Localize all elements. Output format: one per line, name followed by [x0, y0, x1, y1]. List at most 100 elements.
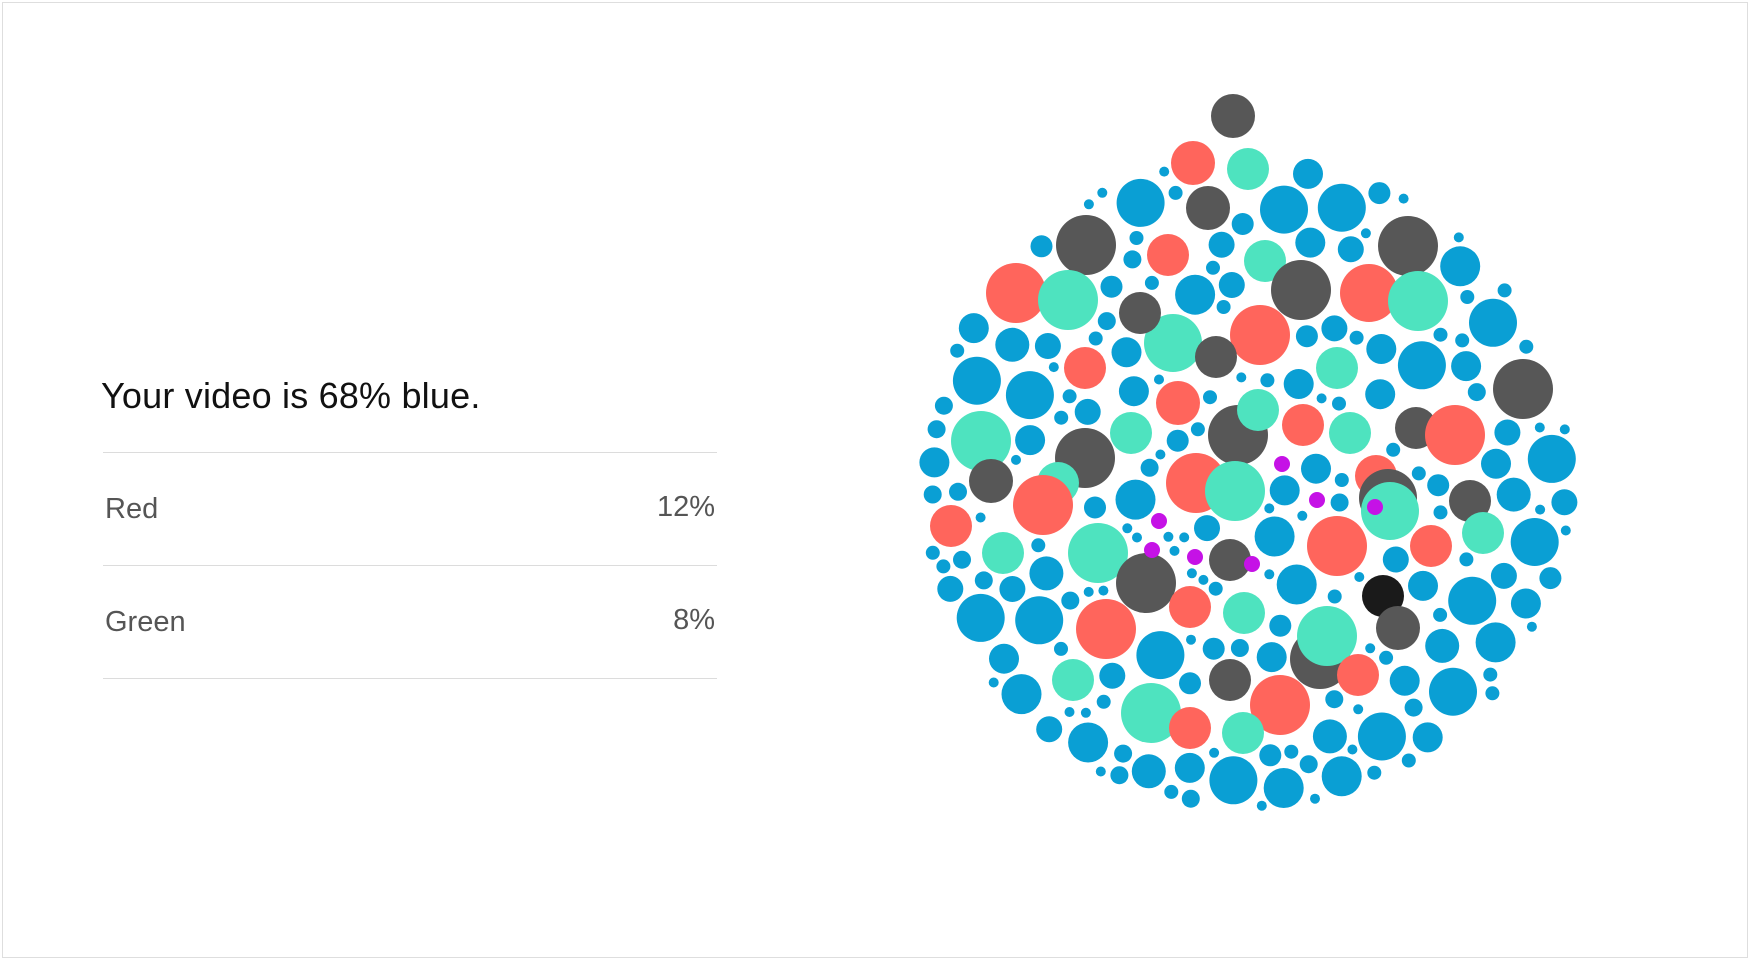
blue-bubble-122	[1321, 315, 1348, 342]
blue-bubble-159	[1330, 493, 1349, 512]
blue-bubble-127	[1218, 272, 1245, 298]
blue-bubble-119	[1194, 515, 1220, 542]
blue-bubble-215	[1236, 372, 1247, 383]
stat-label-green: Green	[105, 606, 186, 638]
blue-bubble-137	[1231, 213, 1254, 235]
blue-bubble-151	[1299, 755, 1318, 774]
green-bubble-29	[1110, 412, 1152, 454]
blue-bubble-144	[953, 550, 971, 569]
blue-bubble-154	[1123, 250, 1142, 269]
blue-bubble-173	[1054, 641, 1068, 656]
blue-bubble-70	[1015, 596, 1064, 645]
blue-bubble-200	[1179, 532, 1190, 543]
blue-bubble-92	[1029, 556, 1064, 591]
blue-bubble-102	[1389, 665, 1420, 696]
gray-bubble-10	[1271, 260, 1331, 320]
blue-bubble-104	[958, 313, 989, 344]
red-bubble-19	[1064, 347, 1106, 389]
blue-bubble-72	[1510, 518, 1559, 566]
gray-bubble-17	[1493, 359, 1553, 419]
blue-bubble-223	[1534, 422, 1545, 433]
blue-bubble-233	[1159, 166, 1170, 177]
blue-bubble-189	[1031, 538, 1046, 553]
blue-bubble-183	[1433, 505, 1448, 520]
green-bubble-41	[1068, 523, 1128, 583]
gray-bubble-0	[1211, 94, 1255, 138]
blue-bubble-112	[1293, 158, 1323, 189]
blue-bubble-166	[1386, 442, 1401, 457]
blue-bubble-180	[925, 545, 940, 560]
blue-bubble-84	[1276, 564, 1317, 605]
gray-bubble-38	[1449, 480, 1491, 522]
purple-bubble-6	[1244, 556, 1260, 572]
blue-bubble-89	[1425, 628, 1460, 663]
blue-bubble-85	[1001, 674, 1042, 715]
blue-bubble-222	[1132, 532, 1142, 543]
blue-bubble-71	[1527, 434, 1576, 483]
blue-bubble-96	[919, 447, 950, 478]
blue-bubble-140	[1030, 235, 1053, 258]
blue-bubble-86	[1115, 479, 1156, 520]
blue-bubble-150	[949, 482, 967, 501]
blue-bubble-220	[988, 677, 999, 688]
stat-label-red: Red	[105, 493, 159, 525]
blue-bubble-168	[1096, 694, 1111, 709]
blue-bubble-178	[1455, 333, 1470, 348]
green-bubble-22	[1237, 389, 1279, 431]
blue-bubble-211	[1347, 744, 1358, 755]
blue-bubble-99	[1412, 722, 1443, 753]
blue-bubble-148	[1181, 789, 1200, 808]
blue-bubble-184	[1433, 327, 1448, 342]
blue-bubble-240	[1080, 707, 1091, 718]
blue-bubble-141	[1295, 325, 1318, 348]
blue-bubble-134	[1368, 182, 1391, 205]
blue-bubble-161	[1054, 410, 1069, 425]
blue-bubble-156	[974, 571, 993, 590]
purple-bubble-2	[1367, 499, 1383, 515]
blue-bubble-186	[1168, 185, 1183, 200]
blue-bubble-198	[1497, 283, 1512, 298]
blue-bubble-217	[1310, 793, 1320, 804]
blue-bubble-157	[1061, 591, 1080, 610]
blue-bubble-226	[1186, 634, 1196, 645]
blue-bubble-182	[1284, 744, 1299, 759]
red-bubble-50	[1076, 599, 1136, 659]
blue-bubble-133	[1427, 474, 1450, 497]
blue-bubble-172	[1208, 581, 1223, 596]
blue-bubble-167	[1483, 667, 1498, 682]
blue-bubble-225	[1064, 707, 1075, 717]
blue-bubble-158	[934, 396, 953, 415]
green-bubble-53	[1297, 606, 1357, 666]
purple-bubble-0	[1274, 456, 1290, 472]
blue-bubble-88	[995, 327, 1030, 362]
blue-bubble-196	[1206, 260, 1220, 275]
blue-bubble-213	[1095, 766, 1106, 777]
result-headline: Your video is 68% blue.	[101, 375, 481, 416]
gray-bubble-16	[1195, 336, 1237, 378]
blue-bubble-98	[1295, 227, 1326, 258]
blue-bubble-201	[1186, 568, 1197, 579]
red-bubble-43	[1307, 516, 1367, 576]
blue-bubble-101	[1174, 752, 1205, 783]
blue-bubble-110	[1111, 337, 1142, 368]
green-bubble-2	[1227, 148, 1269, 190]
blue-bubble-138	[1202, 637, 1225, 660]
red-bubble-1	[1171, 141, 1215, 185]
blue-bubble-239	[1264, 569, 1275, 580]
red-bubble-59	[1169, 707, 1211, 749]
blue-bubble-90	[1131, 754, 1166, 789]
blue-bubble-63	[1005, 371, 1054, 420]
gray-bubble-3	[1186, 186, 1230, 230]
blue-bubble-219	[1256, 800, 1267, 811]
blue-bubble-234	[1048, 362, 1059, 373]
blue-bubble-185	[1129, 231, 1144, 245]
green-bubble-12	[1388, 271, 1448, 331]
blue-bubble-61	[1397, 341, 1446, 390]
blue-bubble-76	[1136, 631, 1185, 680]
blue-bubble-67	[1469, 298, 1517, 347]
blue-bubble-165	[1411, 466, 1426, 481]
blue-bubble-132	[1539, 567, 1562, 590]
green-bubble-45	[1462, 512, 1504, 554]
gray-bubble-15	[1119, 292, 1161, 334]
